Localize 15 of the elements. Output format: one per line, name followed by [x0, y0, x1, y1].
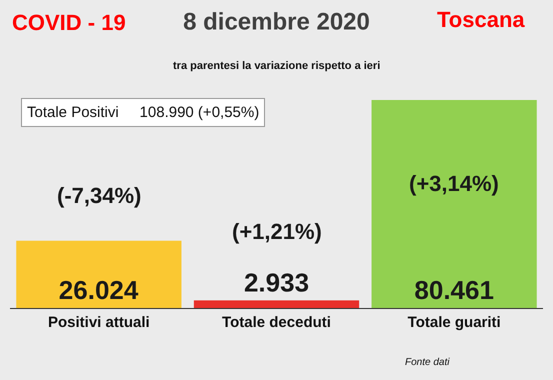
annotation: (-7,34%): [57, 183, 142, 208]
text: COVID - 19: [12, 10, 126, 35]
chart-title: 8 dicembre 2020: [183, 8, 370, 36]
data-label: 26.024: [58, 275, 139, 305]
x-tick-label: Totale deceduti: [222, 314, 331, 331]
x-tick-label: Positivi attuali: [48, 314, 150, 331]
x-tick-label: Totale guariti: [408, 314, 501, 331]
text: Toscana: [437, 7, 526, 32]
annotation: (+3,14%): [409, 171, 499, 196]
annotation: (+1,21%): [232, 219, 322, 244]
chart-subtitle: tra parentesi la variazione rispetto a ieri: [173, 60, 380, 72]
data-label: 80.461: [414, 275, 494, 305]
source-note: Fonte dati: [405, 357, 450, 368]
annotation: Totale Positivi 108.990 (+0,55%): [27, 104, 260, 121]
data-label: 2.933: [244, 267, 310, 298]
